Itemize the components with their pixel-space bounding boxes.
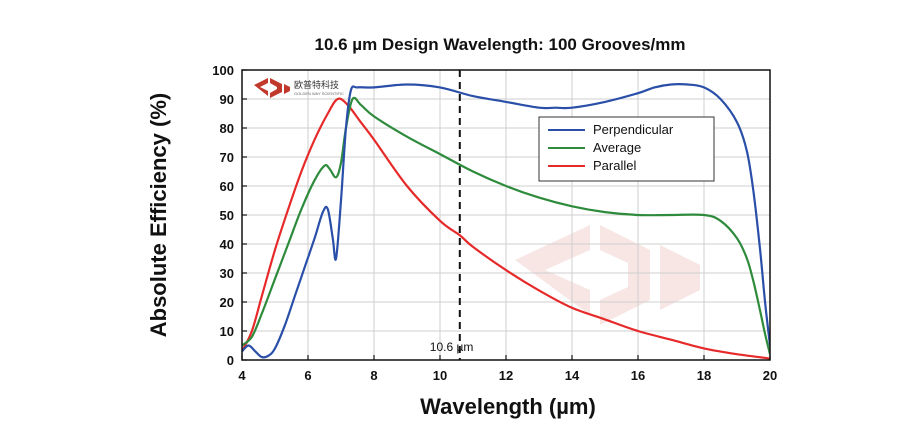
company-logo: 欧普特科技 GOLDEN WAY SCIENTIFIC <box>254 78 344 98</box>
y-tick-label: 60 <box>220 179 234 194</box>
logo-mark-left <box>254 78 268 96</box>
x-tick-label: 14 <box>565 368 580 383</box>
chart-title: 10.6 µm Design Wavelength: 100 Grooves/m… <box>314 35 685 54</box>
legend-label-parallel: Parallel <box>593 158 636 173</box>
logo-chinese-text: 欧普特科技 <box>294 79 339 91</box>
x-tick-label: 6 <box>304 368 311 383</box>
y-tick-label: 30 <box>220 266 234 281</box>
x-tick-label: 4 <box>238 368 246 383</box>
y-tick-label: 50 <box>220 208 234 223</box>
y-tick-label: 0 <box>227 353 234 368</box>
logo-mark-mid <box>270 78 282 98</box>
y-tick-label: 80 <box>220 121 234 136</box>
reference-line-label: 10.6 µm <box>430 340 474 354</box>
series-group <box>242 83 770 360</box>
y-tick-label: 70 <box>220 150 234 165</box>
legend-label-average: Average <box>593 140 641 155</box>
y-tick-label: 40 <box>220 237 234 252</box>
x-tick-label: 18 <box>697 368 711 383</box>
y-tick-label: 10 <box>220 324 234 339</box>
watermark-logo <box>515 225 700 325</box>
y-tick-label: 90 <box>220 92 234 107</box>
series-line-perpendicular <box>242 83 770 359</box>
x-tick-label: 8 <box>370 368 377 383</box>
x-tick-label: 16 <box>631 368 645 383</box>
y-tick-label: 20 <box>220 295 234 310</box>
logo-english-text: GOLDEN WAY SCIENTIFIC <box>294 91 344 96</box>
legend-label-perpendicular: Perpendicular <box>593 122 674 137</box>
series-line-average <box>242 96 770 355</box>
x-tick-label: 20 <box>763 368 777 383</box>
y-axis-label: Absolute Efficiency (%) <box>146 93 171 337</box>
legend: Perpendicular Average Parallel <box>538 116 715 182</box>
x-tick-label: 12 <box>499 368 513 383</box>
x-axis-label: Wavelength (µm) <box>420 394 596 419</box>
tick-marks <box>241 69 771 361</box>
x-tick-labels: 4 6 8 10 12 14 16 18 20 <box>238 368 777 383</box>
logo-mark-right <box>284 84 290 94</box>
reference-line-group: 10.6 µm <box>430 70 474 360</box>
y-tick-label: 100 <box>212 63 234 78</box>
y-tick-labels: 0 10 20 30 40 50 60 70 80 90 100 <box>212 63 234 368</box>
series-line-parallel <box>242 97 770 360</box>
x-tick-label: 10 <box>433 368 447 383</box>
